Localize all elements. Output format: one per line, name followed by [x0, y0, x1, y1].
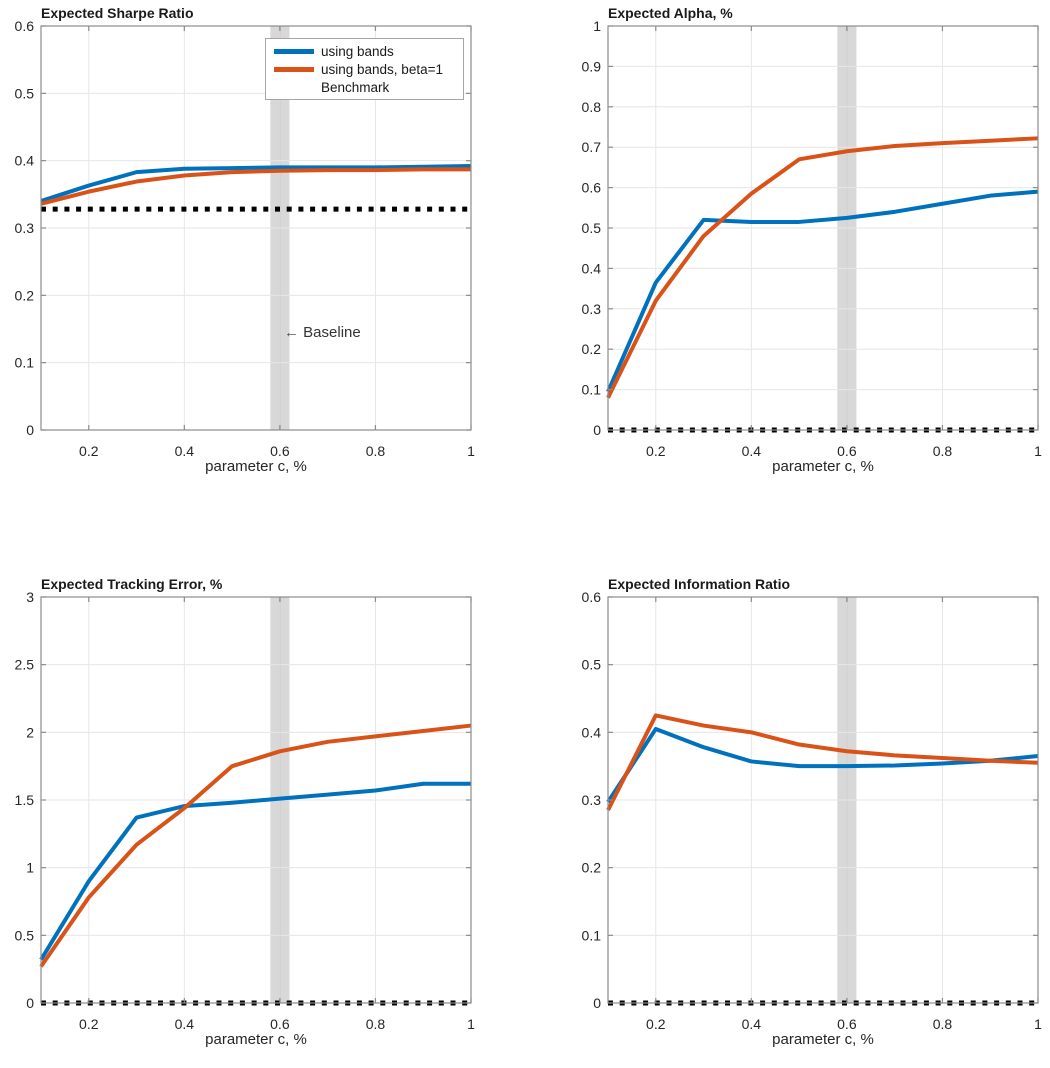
- chart-expected-information-ratio: 0.2 0.4 0.6 0.8 1 0 0.1 0.2 0.3 0.4 0.5 0.6: [582, 589, 1043, 1032]
- y-tick-label: 0.5: [15, 927, 35, 943]
- y-tick-label: 0.5: [15, 85, 35, 101]
- y-tick-label: 2: [26, 724, 34, 740]
- baseline-annotation-text: Baseline: [303, 324, 361, 341]
- y-tick-label: 0.5: [582, 657, 602, 673]
- y-tick-label: 0.3: [582, 792, 602, 808]
- y-tick-label: 0.2: [582, 341, 602, 357]
- x-tick-label: 0.8: [366, 443, 386, 459]
- legend-item-benchmark: Benchmark: [274, 80, 455, 95]
- legend-line-sample-blue: [274, 48, 314, 54]
- y-tick-label: 0: [593, 422, 601, 438]
- y-tick-label: 2.5: [15, 657, 35, 673]
- chart-title-tracking-error: Expected Tracking Error, %: [41, 576, 223, 592]
- y-tick-label: 3: [26, 589, 34, 605]
- x-tick-label: 0.2: [646, 1016, 666, 1032]
- baseline-annotation: ← Baseline: [284, 324, 361, 341]
- series-using-bands: [40, 164, 472, 203]
- y-tick-label: 0.7: [582, 139, 602, 155]
- x-tick-label: 0.4: [742, 443, 762, 459]
- x-tick-label: 1: [467, 443, 475, 459]
- y-tick-label: 0.1: [15, 355, 35, 371]
- chart-title-information-ratio: Expected Information Ratio: [608, 576, 791, 592]
- y-tick-label: 0: [26, 422, 34, 438]
- y-tick-label: 0.3: [15, 220, 35, 236]
- x-axis-label-sharpe: parameter c, %: [205, 458, 307, 475]
- y-tick-label: 0: [593, 995, 601, 1011]
- y-tick-label: 1.5: [15, 792, 35, 808]
- legend-item-using-bands-beta1: using bands, beta=1: [274, 62, 455, 77]
- x-tick-label: 1: [467, 1016, 475, 1032]
- y-tick-label: 0.3: [582, 301, 602, 317]
- x-tick-label: 0.8: [933, 1016, 953, 1032]
- y-tick-label: 1: [26, 860, 34, 876]
- series-using-bands-beta-1: [39, 723, 472, 968]
- y-tick-label: 0.2: [582, 860, 602, 876]
- y-tick-label: 0.6: [582, 180, 602, 196]
- y-tick-label: 0.4: [582, 724, 602, 740]
- series-using-bands-beta-1: [40, 167, 471, 206]
- x-tick-label: 0.8: [933, 443, 953, 459]
- legend-line-sample-dotted: [274, 85, 314, 90]
- y-tick-label: 0.6: [15, 18, 35, 34]
- y-tick-label: 1: [593, 18, 601, 34]
- legend-label: using bands, beta=1: [321, 61, 443, 77]
- left-arrow-icon: ←: [284, 324, 299, 341]
- legend-label: Benchmark: [321, 79, 390, 95]
- x-tick-label: 1: [1034, 443, 1042, 459]
- subplot-expected-information-ratio: 0.2 0.4 0.6 0.8 1 0 0.1 0.2 0.3 0.4 0.5 0.6 Expecte…: [525, 534, 1050, 1068]
- series-using-bands: [606, 189, 1039, 393]
- x-axis-label-tracking-error: parameter c, %: [205, 1031, 307, 1048]
- x-tick-label: 0.4: [175, 1016, 195, 1032]
- y-tick-label: 0: [26, 995, 34, 1011]
- x-tick-label: 0.2: [646, 443, 666, 459]
- y-tick-label: 0.2: [15, 287, 35, 303]
- series-using-bands-beta-1: [606, 713, 1039, 812]
- chart-expected-tracking-error: 0.2 0.4 0.6 0.8 1 0 0.5 1 1.5 2 2.5 3: [15, 589, 476, 1032]
- legend-line-sample-orange: [274, 66, 314, 72]
- y-tick-label: 0.4: [15, 153, 35, 169]
- legend-item-using-bands: using bands: [274, 44, 455, 59]
- legend-label: using bands: [321, 43, 394, 59]
- x-tick-label: 0.4: [175, 443, 195, 459]
- x-tick-label: 0.4: [742, 1016, 762, 1032]
- chart-title-alpha: Expected Alpha, %: [608, 5, 733, 21]
- x-tick-label: 0.6: [270, 1016, 290, 1032]
- y-tick-label: 0.9: [582, 58, 602, 74]
- subplot-expected-tracking-error: 0.2 0.4 0.6 0.8 1 0 0.5 1 1.5 2 2.5 3 Expected Trac…: [0, 534, 525, 1068]
- x-axis-label-information-ratio: parameter c, %: [772, 1031, 874, 1048]
- x-tick-label: 0.6: [270, 443, 290, 459]
- x-tick-label: 0.2: [79, 1016, 99, 1032]
- x-tick-label: 0.8: [366, 1016, 386, 1032]
- y-tick-label: 0.1: [582, 927, 602, 943]
- series-using-bands: [39, 781, 471, 961]
- x-axis-label-alpha: parameter c, %: [772, 458, 874, 475]
- y-tick-label: 0.4: [582, 260, 602, 276]
- series-using-bands: [606, 726, 1039, 804]
- series-using-bands-beta-1: [606, 136, 1039, 399]
- x-tick-label: 0.6: [837, 443, 857, 459]
- y-tick-label: 0.5: [582, 220, 602, 236]
- subplot-expected-alpha: 0.2 0.4 0.6 0.8 1 0 0.1 0.2 0.3 0.4 0.5 0.6 0.7 0.8 0.…: [525, 0, 1050, 534]
- chart-expected-alpha: 0.2 0.4 0.6 0.8 1 0 0.1 0.2 0.3 0.4 0.5 0.6 0.7 0.8 0.…: [582, 18, 1043, 459]
- x-tick-label: 1: [1034, 1016, 1042, 1032]
- chart-title-sharpe: Expected Sharpe Ratio: [41, 5, 194, 21]
- y-tick-label: 0.6: [582, 589, 602, 605]
- y-tick-label: 0.1: [582, 382, 602, 398]
- y-tick-label: 0.8: [582, 99, 602, 115]
- legend: using bands using bands, beta=1 Benchmar…: [265, 38, 464, 100]
- subplot-expected-sharpe-ratio: 0.2 0.4 0.6 0.8 1 0 0.1 0.2 0.3 0.4 0.5 0.6 Expecte…: [0, 0, 525, 534]
- x-tick-label: 0.2: [79, 443, 99, 459]
- x-tick-label: 0.6: [837, 1016, 857, 1032]
